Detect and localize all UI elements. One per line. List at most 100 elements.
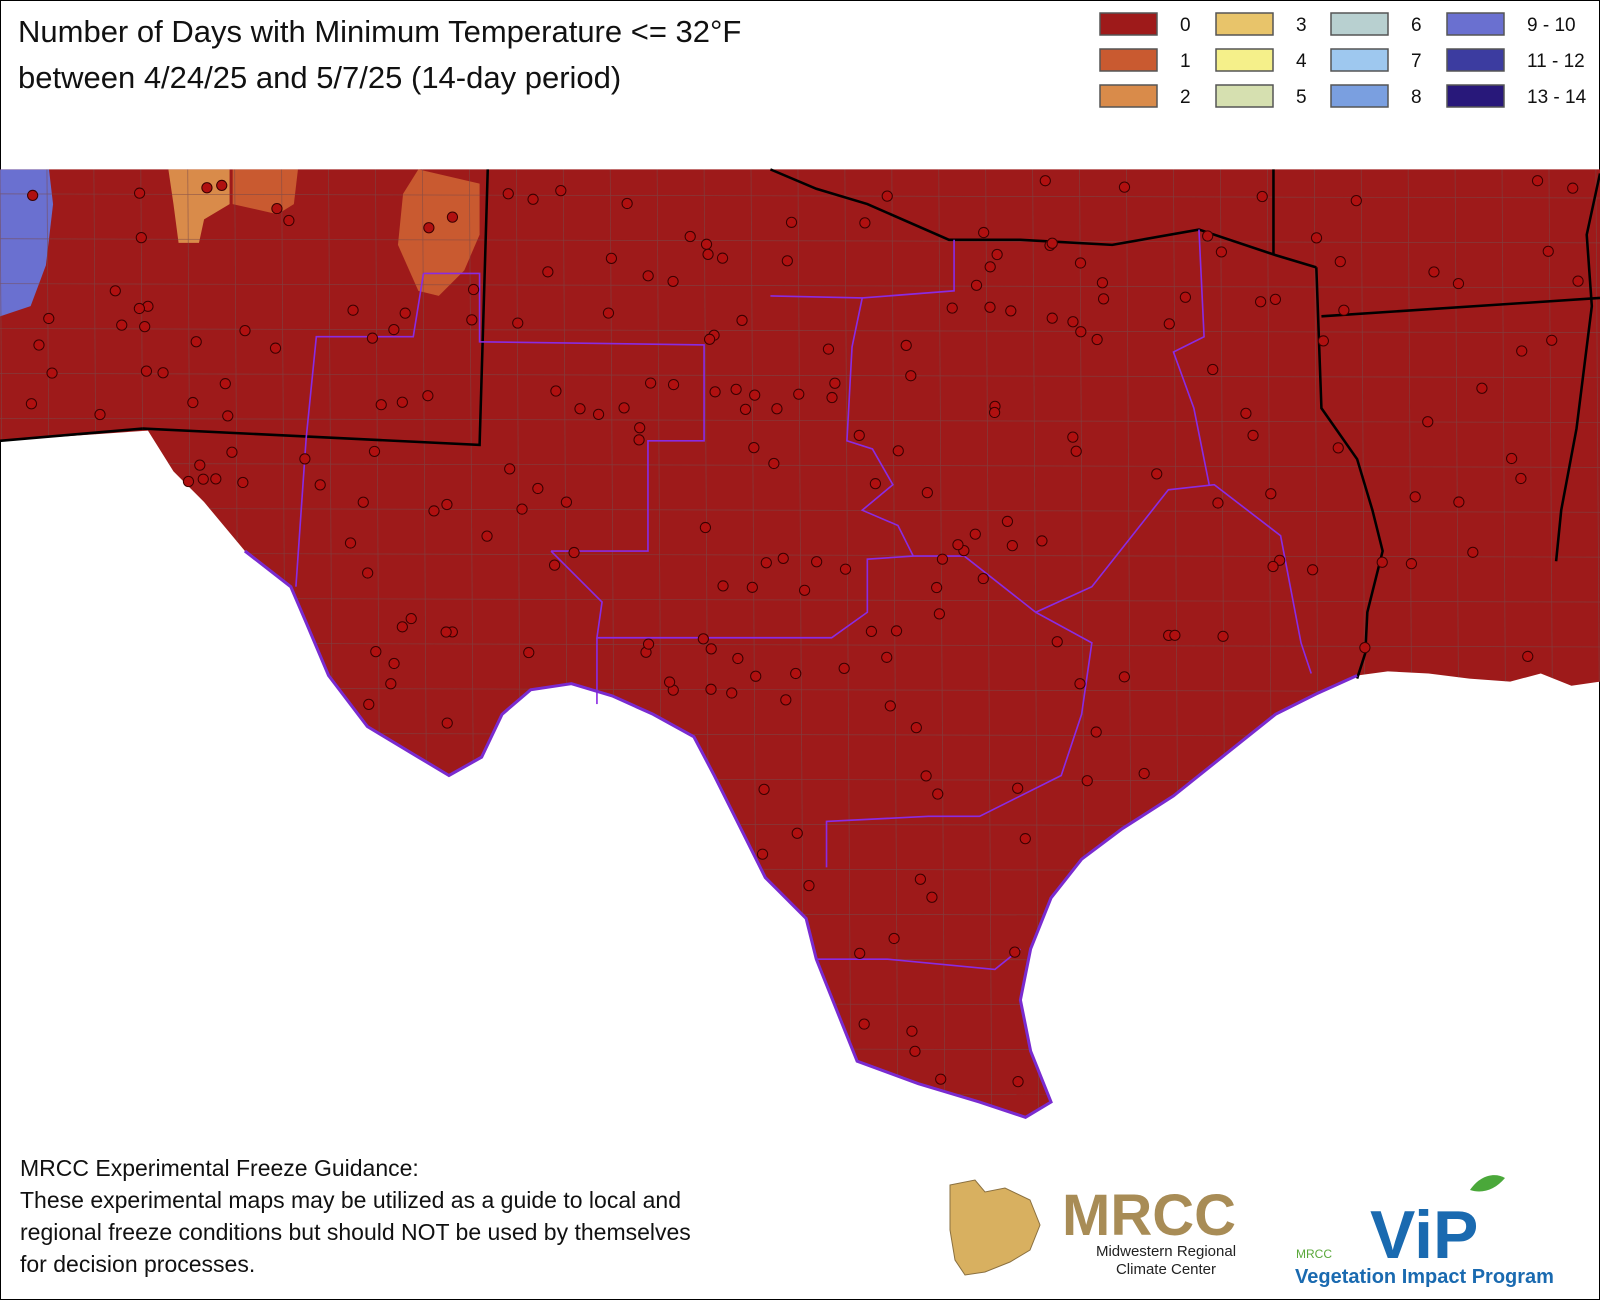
station-dot <box>977 572 989 585</box>
station-dot <box>133 302 145 315</box>
station-dot <box>858 1018 870 1030</box>
legend-label: 11 - 12 <box>1527 51 1585 72</box>
station-dot <box>739 403 752 415</box>
station-dot <box>946 302 958 314</box>
station-dot <box>1452 277 1465 290</box>
station-dot <box>550 385 562 397</box>
station-dot <box>237 476 249 489</box>
station-dot <box>667 378 680 391</box>
county-line <box>0 283 1600 289</box>
station-dot <box>699 521 712 534</box>
station-dot <box>481 530 493 542</box>
station-dot <box>1453 496 1465 508</box>
station-dot <box>1138 767 1150 780</box>
station-dot <box>33 339 45 351</box>
station-dot <box>803 879 815 892</box>
station-dot <box>182 475 195 488</box>
station-dot <box>931 581 943 594</box>
station-dot <box>269 342 282 354</box>
station-dot <box>548 559 561 571</box>
station-dot <box>703 333 716 345</box>
station-dot <box>1546 334 1558 346</box>
station-dot <box>932 788 944 800</box>
station-dot <box>684 230 696 243</box>
station-dot <box>621 197 633 210</box>
station-dot <box>592 408 605 420</box>
station-dot <box>1572 275 1584 287</box>
station-dot <box>633 434 645 446</box>
station-dot <box>697 633 709 645</box>
station-dot <box>756 848 769 860</box>
station-dot <box>780 694 792 706</box>
station-dot <box>1207 363 1219 376</box>
station-dot <box>798 584 811 596</box>
station-dot <box>1012 1076 1024 1088</box>
station-dot <box>793 388 805 400</box>
station-dot <box>467 283 480 296</box>
legend-swatch <box>1215 84 1274 108</box>
station-dot <box>1409 491 1421 503</box>
station-dot <box>605 252 618 264</box>
station-dot <box>187 396 199 409</box>
station-dot <box>94 408 106 421</box>
station-dot <box>1091 333 1103 346</box>
legend-label: 7 <box>1411 51 1422 72</box>
logo-name: MRCC <box>1062 1183 1236 1248</box>
station-dot <box>791 827 803 839</box>
station-dot <box>969 528 981 540</box>
division-line <box>862 239 955 299</box>
station-dot <box>705 683 717 695</box>
station-dot <box>705 643 717 655</box>
station-dot <box>1097 293 1110 305</box>
logo-small: MRCC <box>1296 1247 1332 1261</box>
station-dot <box>709 386 721 398</box>
station-dot <box>716 252 729 264</box>
county-line <box>0 507 1600 513</box>
station-dot <box>27 189 39 202</box>
station-dot <box>396 621 408 633</box>
station-dot <box>1269 293 1282 305</box>
station-dot <box>299 453 311 465</box>
station-dot <box>726 687 738 699</box>
station-dot <box>642 270 654 282</box>
station-dot <box>1039 175 1051 187</box>
station-dot <box>909 1045 921 1057</box>
station-dot <box>405 612 417 625</box>
station-dot <box>748 442 760 454</box>
legend-label: 4 <box>1296 51 1307 72</box>
station-dot <box>1046 312 1058 324</box>
patch <box>168 169 230 243</box>
station-dot <box>366 332 379 344</box>
division-line <box>423 272 705 552</box>
station-dot <box>1001 515 1014 528</box>
station-dot <box>952 539 964 551</box>
station-dot <box>839 563 852 575</box>
legend-swatch <box>1215 48 1274 72</box>
station-dot <box>1118 181 1131 193</box>
station-dot <box>758 783 770 795</box>
station-dot <box>1267 560 1279 573</box>
station-dot <box>869 478 882 490</box>
legend-label: 1 <box>1180 51 1191 72</box>
station-dot <box>375 399 387 411</box>
footer-line: regional freeze conditions but should NO… <box>20 1219 691 1245</box>
station-dot <box>984 261 996 273</box>
legend-swatch <box>1330 84 1389 108</box>
station-dot <box>194 459 206 471</box>
station-dot <box>1531 175 1544 187</box>
station-dot <box>1169 629 1181 641</box>
station-dot <box>363 698 375 710</box>
station-dot <box>1515 472 1527 485</box>
station-dot <box>892 445 904 457</box>
station-dot <box>1506 452 1518 465</box>
station-dot <box>702 248 714 260</box>
station-dot <box>933 608 945 620</box>
footer-heading: MRCC Experimental Freeze Guidance: <box>20 1155 419 1181</box>
county-line <box>891 169 899 1118</box>
station-dot <box>109 285 121 297</box>
map <box>0 168 1600 1120</box>
station-dot <box>139 321 151 333</box>
legend-label: 5 <box>1296 87 1307 108</box>
station-dot <box>399 307 411 319</box>
station-dot <box>1019 833 1031 845</box>
